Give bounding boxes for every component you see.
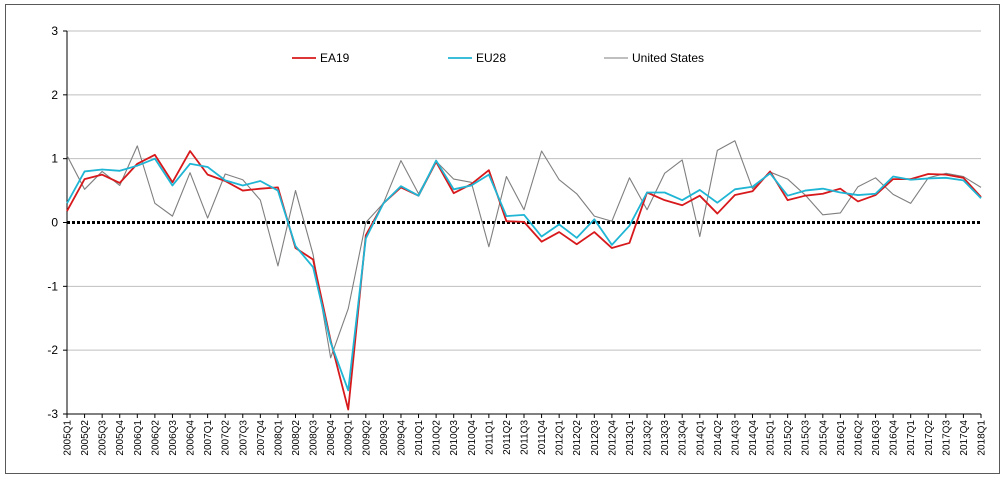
x-tick-label: 2007Q1 [203,420,214,456]
x-tick-label: 2015Q4 [818,420,829,456]
y-tick-label: -1 [47,279,58,293]
legend-item-eu28: EU28 [448,51,506,65]
x-tick-label: 2013Q2 [643,420,654,456]
x-tick-label: 2017Q2 [924,420,935,456]
x-tick-label: 2009Q2 [361,420,372,456]
x-tick-label: 2014Q3 [730,420,741,456]
y-tick-label: 1 [51,152,58,166]
series-line-united-states [66,140,982,359]
x-tick-label: 2006Q2 [150,420,161,456]
x-tick-label: 2015Q2 [783,420,794,456]
y-tick-label: 0 [51,216,58,230]
x-tick-label: 2016Q4 [889,420,900,456]
line-chart: -3 -2 -1 0 1 2 3 2005Q1 2005Q2 2005Q3 2005Q4 2006Q… [47,24,988,456]
legend-label: EU28 [476,51,506,65]
x-tick-labels: 2005Q1 2005Q2 2005Q3 2005Q4 2006Q1 2006Q2 2006… [63,420,988,456]
x-tick-label: 2012Q2 [572,420,583,456]
x-tick-label: 2017Q1 [906,420,917,456]
y-tick-labels: -3 -2 -1 0 1 2 3 [47,24,58,421]
y-tick-label: 3 [51,24,58,38]
x-tick-label: 2009Q3 [379,420,390,456]
x-tick-label: 2010Q4 [467,420,478,456]
y-tick-label: -2 [47,343,58,357]
x-tick-label: 2005Q3 [98,420,109,456]
x-tick-label: 2015Q1 [766,420,777,456]
x-tick-label: 2012Q1 [555,420,566,456]
x-tick-label: 2009Q4 [396,420,407,456]
x-tick-label: 2014Q1 [695,420,706,456]
x-tick-label: 2008Q2 [291,420,302,456]
x-tick-label: 2006Q1 [133,420,144,456]
x-tick-label: 2007Q2 [221,420,232,456]
legend-label: EA19 [320,51,350,65]
x-tick-label: 2013Q4 [678,420,689,456]
legend-item-united-states: United States [604,51,704,65]
x-tick-label: 2014Q4 [748,420,759,456]
legend-label: United States [632,51,704,65]
x-tick-label: 2008Q3 [309,420,320,456]
chart-frame: -3 -2 -1 0 1 2 3 2005Q1 2005Q2 2005Q3 2005Q4 2006Q… [5,4,1000,474]
x-tick-label: 2008Q1 [273,420,284,456]
x-tick-label: 2005Q4 [115,420,126,456]
x-tick-label: 2006Q4 [186,420,197,456]
legend: EA19 EU28 United States [292,51,704,65]
x-tick-label: 2016Q3 [871,420,882,456]
series-line-ea19 [66,150,982,411]
x-tick-label: 2006Q3 [168,420,179,456]
x-tick-label: 2017Q3 [941,420,952,456]
x-tick-label: 2005Q1 [63,420,74,456]
x-tick-label: 2012Q3 [590,420,601,456]
x-tick-label: 2011Q1 [484,420,495,455]
x-tick-label: 2005Q2 [80,420,91,456]
x-tick-label: 2007Q4 [256,420,267,456]
x-tick-label: 2016Q2 [853,420,864,456]
x-tick-label: 2018Q1 [977,420,988,456]
legend-item-ea19: EA19 [292,51,350,65]
x-tick-label: 2007Q3 [238,420,249,456]
x-tick-label: 2013Q1 [625,420,636,456]
x-tick-label: 2009Q1 [344,420,355,456]
x-tick-label: 2010Q3 [449,420,460,456]
series-lines [66,140,982,411]
x-tick-label: 2011Q2 [502,420,513,455]
x-tick-label: 2011Q4 [537,420,548,455]
x-tick-label: 2015Q3 [801,420,812,456]
x-tick-label: 2012Q4 [607,420,618,456]
x-tick-label: 2013Q3 [660,420,671,456]
x-tick-label: 2008Q4 [326,420,337,456]
x-tick-label: 2016Q1 [836,420,847,456]
y-tick-label: -3 [47,407,58,421]
x-tick-label: 2010Q1 [414,420,425,456]
x-tick-label: 2011Q3 [520,420,531,455]
y-tick-label: 2 [51,88,58,102]
x-tick-label: 2017Q4 [959,420,970,456]
gridlines [67,30,981,351]
x-tick-label: 2014Q2 [713,420,724,456]
series-line-eu28 [66,157,982,392]
x-tick-label: 2010Q2 [432,420,443,456]
axes [63,30,982,418]
